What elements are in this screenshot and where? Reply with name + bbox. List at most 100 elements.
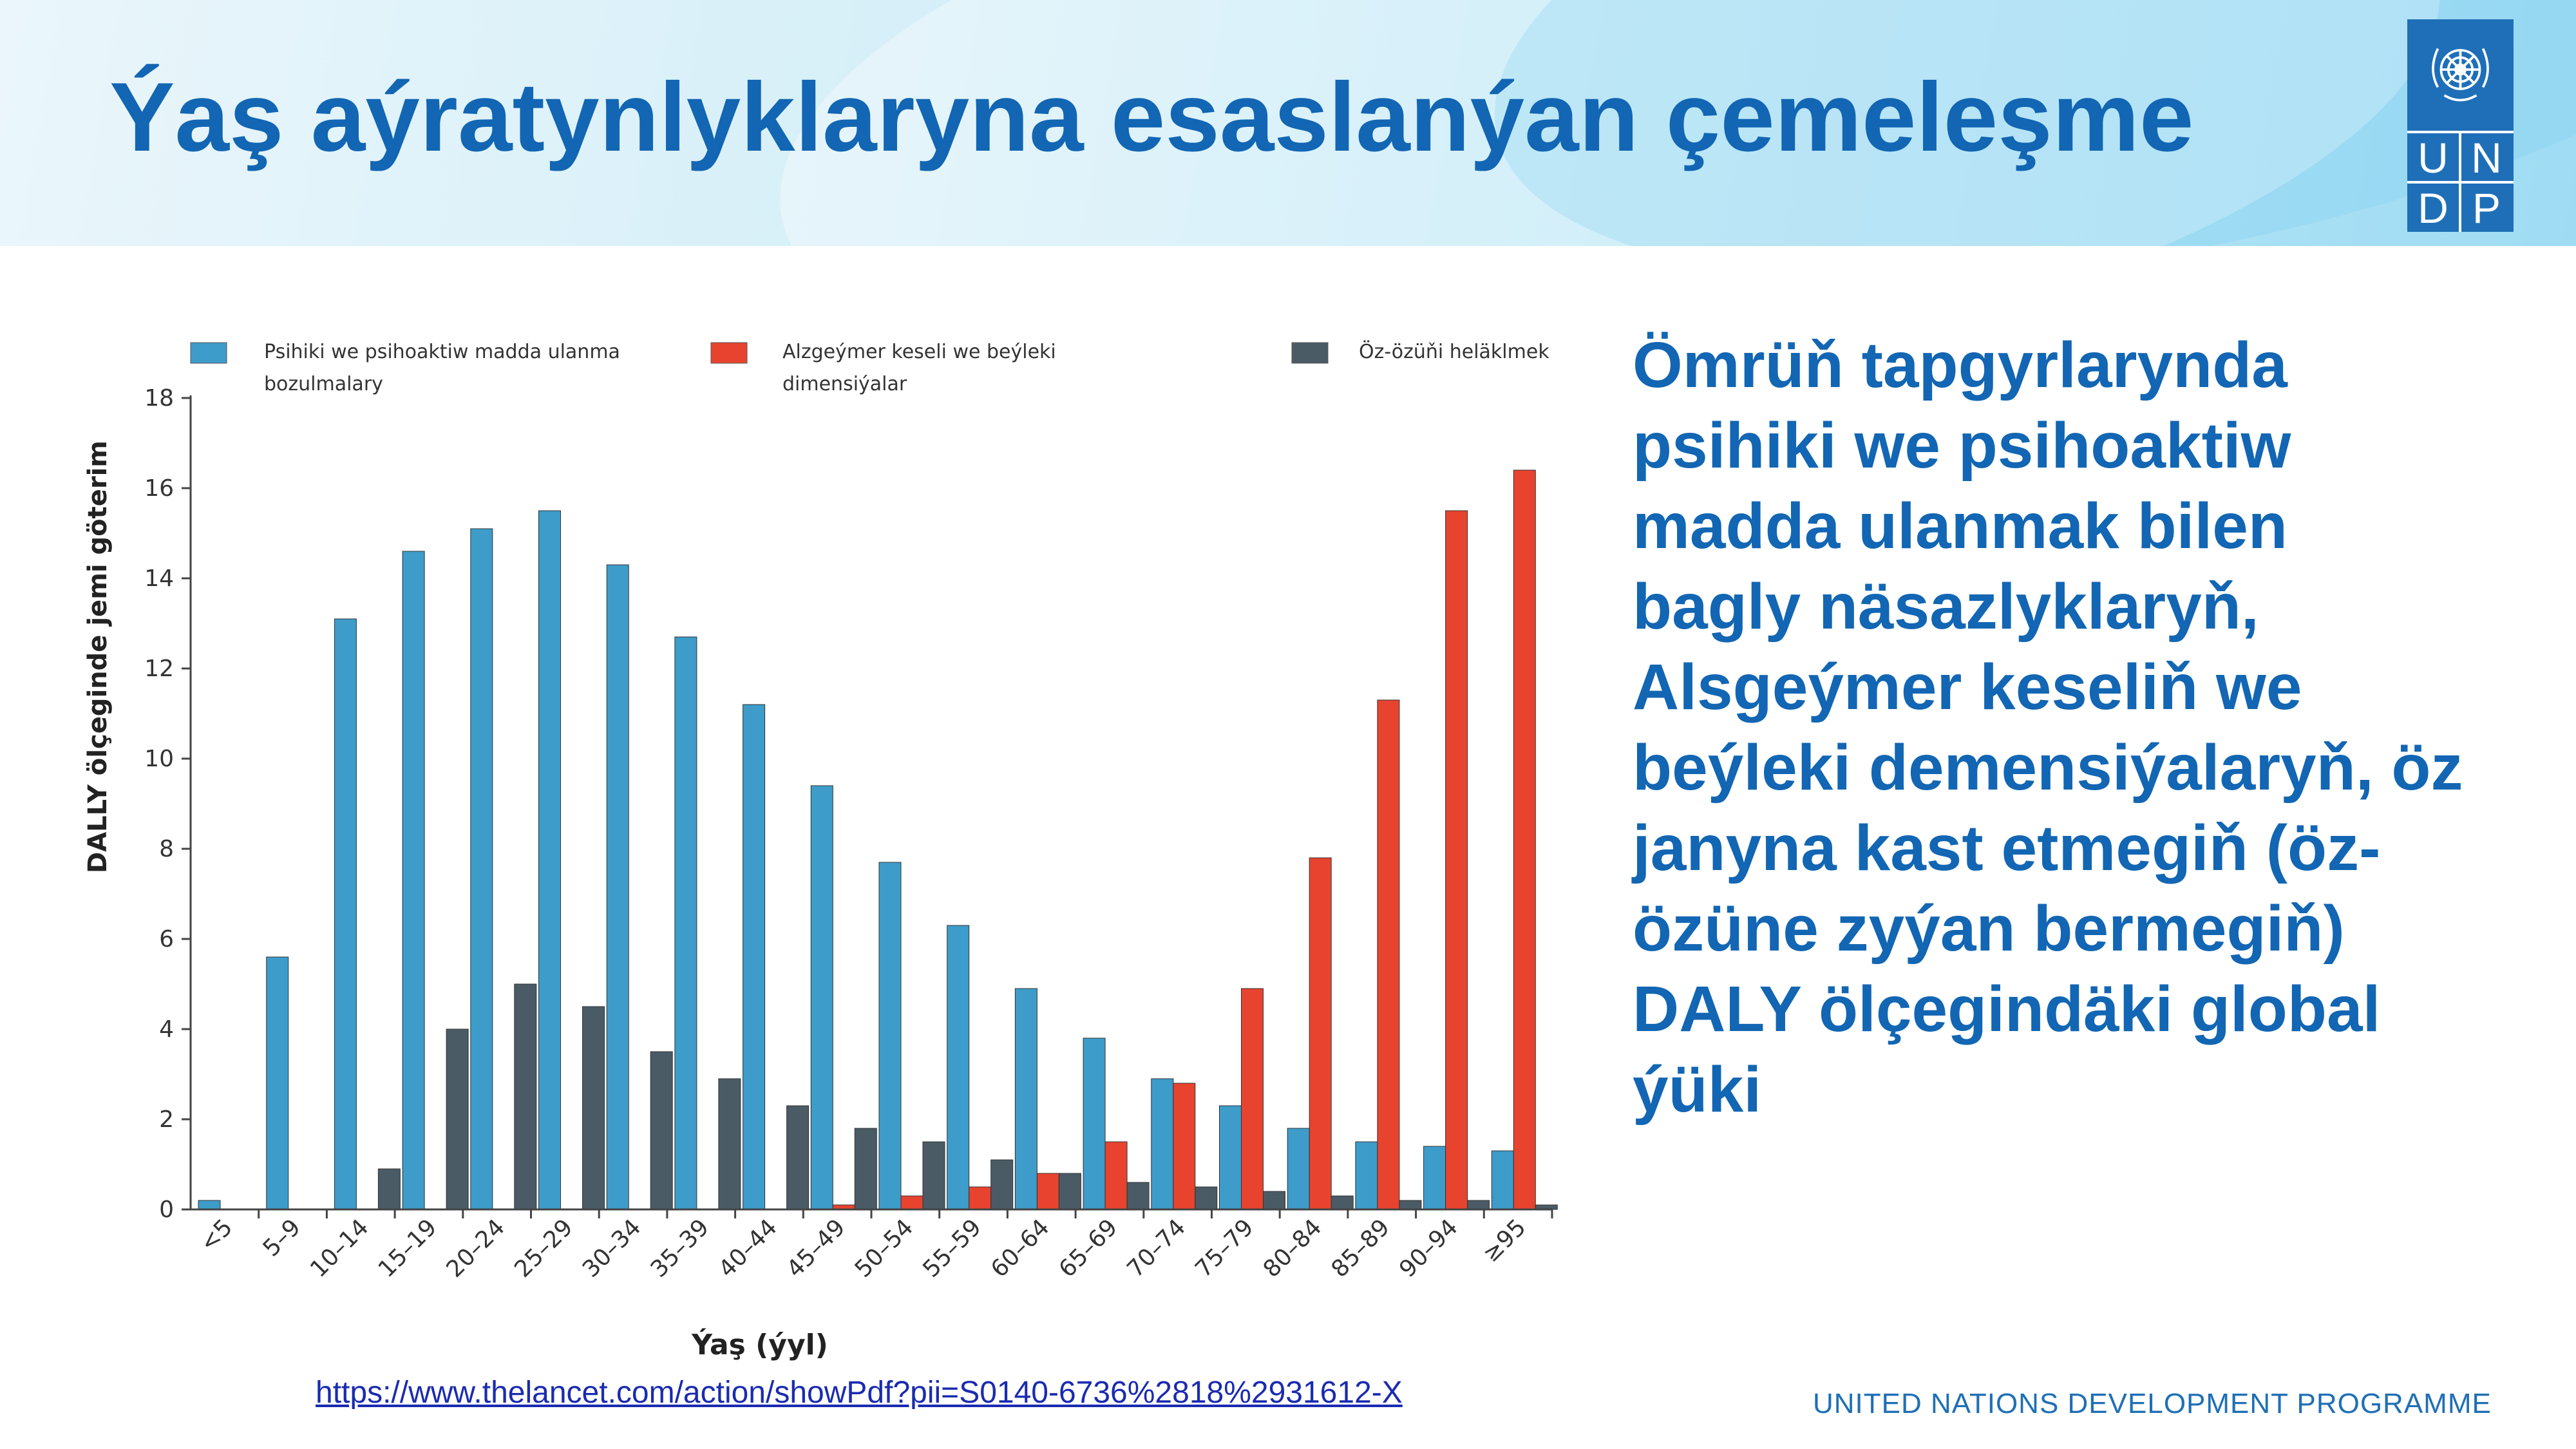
x-tick-label: ≥95 — [1478, 1214, 1531, 1267]
y-axis-label: DALLY ölçeginde jemi göterim — [83, 440, 113, 873]
bar-series-2-65–69 — [1104, 1141, 1128, 1210]
logo-divider — [2459, 132, 2461, 232]
bar-series-1-70–74 — [1151, 1078, 1174, 1210]
logo-letter: U — [2418, 134, 2448, 182]
x-tick-label: 65–69 — [1054, 1214, 1123, 1283]
logo-letter: D — [2418, 184, 2448, 232]
bar-series-2-80–84 — [1309, 857, 1332, 1210]
bar-series-1-40–44 — [743, 704, 766, 1210]
x-tick-label: 70–74 — [1122, 1214, 1191, 1283]
bar-series-3-30–34 — [650, 1051, 673, 1210]
y-axis: 0 2 4 6 8 10 12 14 16 18 — [144, 385, 192, 1223]
x-tick-label: 75–79 — [1190, 1214, 1259, 1283]
bar-series-1-30–34 — [606, 564, 629, 1210]
y-tick-label: 6 — [159, 926, 174, 952]
y-tick-label: 0 — [159, 1197, 174, 1223]
footer-organization: UNITED NATIONS DEVELOPMENT PROGRAMME — [1813, 1388, 2492, 1419]
slide-header — [0, 0, 2576, 246]
bars — [198, 469, 1558, 1210]
bar-series-1-50–54 — [878, 862, 902, 1210]
x-tick-label: 55–59 — [918, 1214, 987, 1283]
x-tick-label: 10–14 — [305, 1214, 374, 1283]
bar-series-3-25–29 — [582, 1006, 605, 1210]
y-tick-label: 10 — [144, 746, 174, 772]
bar-series-2-50–54 — [900, 1195, 923, 1210]
x-tick-label: 5–9 — [258, 1214, 306, 1262]
bar-series-1-15–19 — [402, 551, 425, 1210]
bar-series-3-10–14 — [377, 1168, 401, 1210]
x-tick-label: 20–24 — [442, 1214, 511, 1283]
bar-series-3-40–44 — [786, 1105, 810, 1210]
bar-chart: Psihiki we psihoaktiw madda ulanma bozulm… — [83, 340, 1558, 1361]
y-tick-label: 8 — [159, 836, 174, 862]
bar-series-3-15–19 — [446, 1028, 469, 1210]
x-tick-label: <5 — [195, 1214, 238, 1257]
y-tick-label: 4 — [159, 1016, 174, 1043]
bar-series-1-10–14 — [334, 618, 357, 1210]
bar-series-2-60–64 — [1036, 1173, 1059, 1210]
x-tick-label: 50–54 — [850, 1214, 919, 1283]
bar-series-2-70–74 — [1173, 1083, 1196, 1210]
bar-series-1-90–94 — [1423, 1146, 1446, 1210]
bar-series-3-60–64 — [1058, 1173, 1081, 1210]
bar-series-1-55–59 — [947, 925, 970, 1210]
bar-series-3-20–24 — [514, 983, 537, 1210]
x-tick-label: 15–19 — [374, 1214, 442, 1283]
x-tick-label: 80–84 — [1258, 1214, 1327, 1283]
bar-series-3-50–54 — [922, 1141, 945, 1210]
undp-logo: U N D P — [2407, 19, 2514, 232]
bar-series-2-85–89 — [1377, 699, 1400, 1210]
bar-series-3-35–39 — [718, 1078, 741, 1210]
bar-series-3-90–94 — [1467, 1200, 1490, 1210]
bar-series-1-45–49 — [810, 785, 833, 1210]
bar-series-1-65–69 — [1083, 1037, 1106, 1210]
bar-series-3-75–79 — [1263, 1191, 1285, 1210]
legend-label-series-2: Alzgeýmer keseli we beýleki dimensiýalar — [782, 341, 1056, 395]
slide-title: Ýaş aýratynlyklaryna esaslanýan çemeleşm… — [109, 62, 2194, 172]
y-tick-label: 16 — [144, 475, 174, 502]
bar-series-1-5–9 — [266, 956, 289, 1210]
x-axis-label: Ýaş (ýyl) — [691, 1327, 828, 1361]
x-tick-label: 35–39 — [646, 1214, 715, 1283]
bar-series-3-85–89 — [1399, 1200, 1422, 1210]
bar-series-1-≥95 — [1491, 1150, 1514, 1210]
y-tick-label: 12 — [144, 656, 174, 682]
x-tick-label: 85–89 — [1327, 1214, 1396, 1283]
bar-series-1-60–64 — [1014, 988, 1037, 1210]
legend-swatch-series-2 — [710, 342, 748, 364]
bar-series-2-75–79 — [1241, 988, 1264, 1210]
bar-series-1-85–89 — [1355, 1141, 1378, 1210]
bar-series-3-65–69 — [1126, 1182, 1150, 1210]
bar-series-2-55–59 — [969, 1186, 992, 1210]
legend-label-series-3: Öz-özüňi heläklmek — [1359, 340, 1549, 363]
y-tick-label: 14 — [144, 565, 174, 592]
bar-series-1-80–84 — [1287, 1128, 1310, 1210]
x-tick-label: 90–94 — [1394, 1214, 1463, 1283]
bar-series-1-<5 — [198, 1200, 221, 1210]
legend-swatch-series-1 — [190, 342, 227, 364]
source-link[interactable]: https://www.thelancet.com/action/showPdf… — [316, 1376, 1403, 1410]
x-tick-label: 30–34 — [578, 1214, 647, 1283]
bar-series-3-45–49 — [854, 1128, 877, 1210]
x-tick-label: 25–29 — [509, 1214, 578, 1283]
legend: Psihiki we psihoaktiw madda ulanma bozulm… — [190, 340, 1549, 395]
legend-swatch-series-3 — [1291, 342, 1329, 364]
x-tick-label: 45–49 — [782, 1214, 851, 1283]
bar-series-2-≥95 — [1513, 469, 1536, 1210]
bar-series-1-20–24 — [470, 528, 493, 1210]
bar-series-2-90–94 — [1445, 510, 1468, 1210]
bar-series-1-35–39 — [674, 636, 697, 1210]
legend-label-series-1: Psihiki we psihoaktiw madda ulanma bozulm… — [264, 341, 620, 395]
bar-series-1-25–29 — [538, 510, 561, 1210]
x-tick-label: 60–64 — [986, 1214, 1055, 1283]
un-emblem-icon — [2432, 48, 2489, 102]
bar-series-3-70–74 — [1195, 1186, 1218, 1210]
bar-series-3-55–59 — [990, 1159, 1014, 1210]
y-tick-label: 2 — [159, 1106, 174, 1133]
description-text: Ömrüň tapgyrlarynda psihiki we psihoakti… — [1633, 329, 2463, 1126]
logo-letter: P — [2472, 184, 2501, 232]
bar-series-3-80–84 — [1331, 1195, 1354, 1210]
logo-letter: N — [2471, 134, 2502, 182]
y-tick-label: 18 — [144, 385, 174, 412]
x-axis: <5 5–9 10–14 15–19 20–24 25–29 30–34 35–39 40–44… — [191, 1208, 1553, 1283]
